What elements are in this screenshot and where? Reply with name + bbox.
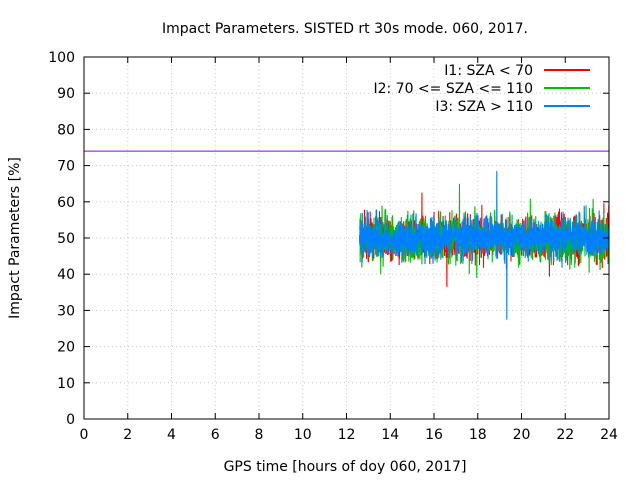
x-tick-label: 20 <box>513 427 531 443</box>
legend-label: I1: SZA < 70 <box>444 63 533 79</box>
y-tick-label: 50 <box>57 231 75 247</box>
series-line-3 <box>359 171 610 320</box>
x-tick-label: 12 <box>338 427 356 443</box>
legend-label: I3: SZA > 110 <box>435 99 533 115</box>
x-tick-label: 0 <box>80 427 89 443</box>
axes: 0 2 4 6 8 10 12 14 16 18 20 22 240102030405060708090… <box>48 50 618 443</box>
x-tick-label: 14 <box>381 427 399 443</box>
x-tick-label: 10 <box>294 427 312 443</box>
x-tick-label: 18 <box>469 427 487 443</box>
x-axis-label: GPS time [hours of doy 060, 2017] <box>224 459 467 475</box>
chart-title: Impact Parameters. SISTED rt 30s mode. 0… <box>162 21 528 37</box>
y-tick-label: 60 <box>57 195 75 211</box>
y-tick-label: 40 <box>57 267 75 283</box>
y-tick-label: 30 <box>57 303 75 319</box>
x-tick-label: 16 <box>425 427 443 443</box>
x-tick-label: 4 <box>167 427 176 443</box>
x-tick-label: 22 <box>556 427 574 443</box>
x-tick-label: 24 <box>600 427 618 443</box>
y-tick-label: 100 <box>48 50 75 66</box>
y-tick-label: 20 <box>57 340 75 356</box>
y-axis-label: Impact Parameters [%] <box>7 157 23 319</box>
y-tick-label: 0 <box>66 412 75 428</box>
y-tick-label: 90 <box>57 86 75 102</box>
legend: I1: SZA < 70 I2: 70 <= SZA <= 110 I3: SZA … <box>373 63 590 115</box>
y-tick-label: 10 <box>57 376 75 392</box>
x-tick-label: 6 <box>211 427 220 443</box>
x-tick-label: 8 <box>255 427 264 443</box>
legend-label: I2: 70 <= SZA <= 110 <box>373 81 533 97</box>
y-tick-label: 80 <box>57 122 75 138</box>
y-tick-label: 70 <box>57 159 75 175</box>
x-tick-label: 2 <box>123 427 132 443</box>
series-layer <box>359 171 610 320</box>
